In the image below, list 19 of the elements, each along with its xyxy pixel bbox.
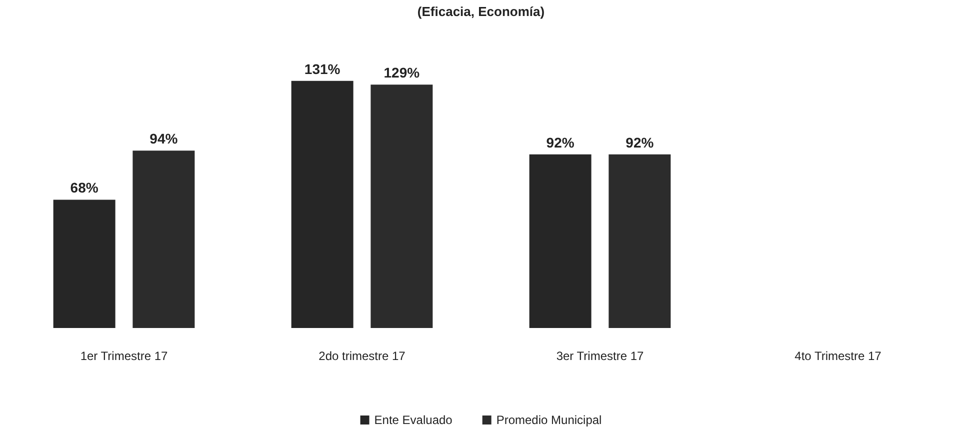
data-label: 92%	[546, 134, 575, 150]
x-tick-label: 3er Trimestre 17	[556, 349, 644, 363]
bar	[529, 154, 592, 328]
legend-label: Ente Evaluado	[374, 413, 453, 427]
data-label: 68%	[70, 180, 99, 196]
x-tick-label: 4to Trimestre 17	[794, 349, 882, 363]
x-tick-label: 1er Trimestre 17	[80, 349, 168, 363]
bar	[370, 84, 433, 328]
data-label: 94%	[150, 130, 178, 147]
data-label: 129%	[384, 64, 420, 81]
bar	[132, 150, 195, 328]
data-label: 92%	[626, 134, 654, 150]
legend-label: Promedio Municipal	[496, 413, 602, 427]
chart-title: (Eficacia, Economía)	[417, 4, 545, 19]
bar	[53, 200, 116, 328]
bar	[291, 80, 354, 328]
data-label: 131%	[304, 60, 341, 77]
bar	[608, 154, 671, 328]
x-tick-label: 2do trimestre 17	[318, 349, 406, 363]
